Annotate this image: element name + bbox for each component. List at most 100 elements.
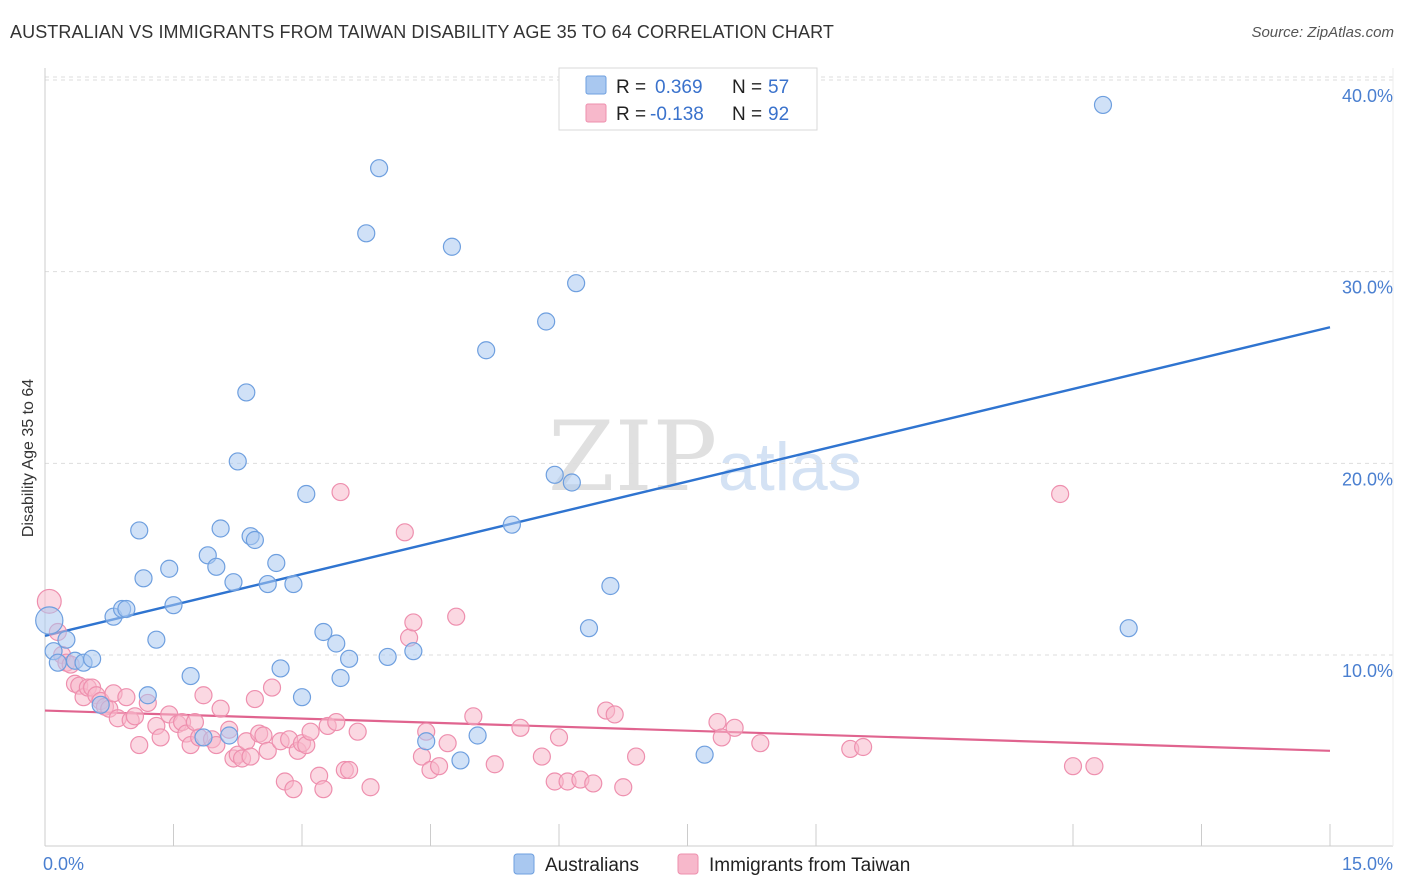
- australian-point: [211, 519, 230, 538]
- taiwan-point: [211, 699, 230, 718]
- y-axis-label: Disability Age 35 to 64: [20, 379, 37, 537]
- taiwan-point: [584, 774, 603, 793]
- legend-n-value-2: 92: [768, 104, 789, 125]
- australian-point: [138, 686, 157, 705]
- australian-point: [117, 599, 136, 619]
- legend-n-value-1: 57: [768, 77, 789, 98]
- taiwan-point: [532, 747, 551, 766]
- australian-point: [562, 473, 581, 492]
- taiwan-point: [241, 747, 260, 766]
- australian-point: [134, 569, 153, 588]
- australian-point: [48, 653, 67, 672]
- taiwan-point: [708, 712, 727, 732]
- taiwan-point: [284, 780, 303, 799]
- australian-point: [442, 237, 462, 256]
- australian-point: [340, 649, 359, 668]
- taiwan-point: [262, 678, 282, 697]
- taiwan-point: [511, 718, 530, 737]
- taiwan-point: [438, 734, 457, 753]
- australian-point: [297, 484, 316, 504]
- australian-points: [35, 95, 1138, 770]
- legend-r-label-2: R =: [616, 104, 646, 125]
- taiwan-point: [185, 712, 205, 732]
- taiwan-point: [258, 741, 277, 760]
- legend-r-value-1: 0.369: [655, 77, 703, 98]
- australian-point: [160, 559, 179, 578]
- australian-point: [147, 630, 166, 649]
- australian-point: [370, 159, 389, 178]
- taiwan-point: [327, 712, 346, 732]
- taiwan-point: [314, 780, 333, 799]
- watermark-zip: ZIP: [548, 401, 717, 513]
- taiwan-point: [1085, 757, 1104, 776]
- australian-point: [83, 649, 102, 668]
- taiwan-point: [117, 688, 136, 707]
- australian-point: [314, 622, 333, 642]
- australian-point: [245, 530, 264, 550]
- legend-swatch-australians: [585, 75, 607, 95]
- x-tick-label-left: 0.0%: [43, 854, 84, 874]
- australian-point: [35, 606, 64, 635]
- legend-n-label-2: N =: [732, 104, 762, 125]
- taiwan-point: [331, 482, 350, 502]
- taiwan-point: [1063, 757, 1083, 776]
- series-legend: Australians Immigrants from Taiwan: [513, 853, 910, 876]
- australian-point: [57, 630, 76, 649]
- australian-point: [224, 573, 243, 592]
- taiwan-point: [464, 707, 483, 726]
- australian-point: [267, 553, 286, 573]
- taiwan-point: [254, 726, 273, 745]
- correlation-legend: R = 0.369 N = 57 R = -0.138 N = 92: [558, 67, 818, 131]
- bottom-legend-taiwan: Immigrants from Taiwan: [709, 855, 910, 876]
- legend-r-value-2: -0.138: [650, 104, 704, 125]
- bottom-legend-swatch-taiwan: [677, 853, 699, 875]
- australian-point: [1093, 95, 1113, 115]
- taiwan-point: [549, 728, 569, 747]
- taiwan-point: [301, 722, 320, 741]
- australian-point: [292, 688, 312, 707]
- taiwan-point: [194, 686, 213, 705]
- australian-point: [378, 647, 397, 667]
- australian-point: [601, 576, 620, 596]
- australian-point: [327, 634, 346, 653]
- axes: [44, 68, 1394, 847]
- australian-point: [284, 574, 303, 594]
- australian-point: [1119, 619, 1138, 638]
- taiwan-point: [130, 735, 149, 755]
- taiwan-point: [1051, 484, 1070, 504]
- taiwan-point: [751, 734, 770, 753]
- australian-point: [194, 728, 213, 747]
- australian-point: [537, 312, 556, 331]
- taiwan-point: [151, 728, 170, 747]
- tick-labels: 10.0% 20.0% 30.0% 40.0% 0.0% 15.0%: [43, 86, 1393, 874]
- taiwan-point: [725, 718, 744, 737]
- australian-point: [130, 521, 149, 540]
- bottom-legend-swatch-australians: [513, 853, 535, 875]
- australian-point: [545, 465, 564, 484]
- taiwan-point: [447, 607, 466, 626]
- taiwan-point: [340, 760, 359, 780]
- australian-point: [695, 745, 714, 764]
- taiwan-point: [614, 778, 633, 797]
- chart-title: AUSTRALIAN VS IMMIGRANTS FROM TAIWAN DIS…: [10, 22, 834, 42]
- australian-point: [357, 224, 376, 243]
- australian-point: [228, 452, 247, 471]
- taiwan-point: [854, 737, 873, 757]
- australian-point: [579, 619, 599, 638]
- y-tick-label: 40.0%: [1342, 86, 1393, 106]
- y-tick-label: 30.0%: [1342, 278, 1393, 298]
- australian-point: [404, 642, 423, 661]
- australian-point: [451, 751, 470, 770]
- bottom-legend-australians: Australians: [545, 855, 639, 876]
- legend-r-label-1: R =: [616, 77, 646, 98]
- australian-point: [567, 274, 586, 293]
- legend-n-label-1: N =: [732, 77, 762, 98]
- australian-point: [91, 695, 110, 714]
- taiwan-point: [125, 707, 145, 726]
- australian-point: [258, 574, 277, 594]
- australian-point: [181, 666, 200, 686]
- australian-point: [220, 726, 239, 745]
- legend-swatch-taiwan: [585, 103, 607, 123]
- australian-point: [477, 341, 496, 360]
